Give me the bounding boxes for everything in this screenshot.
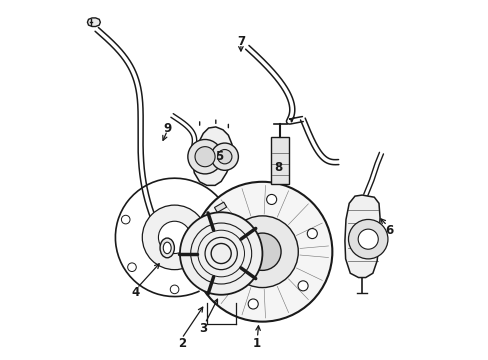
Bar (224, 244, 235, 252)
Circle shape (158, 221, 190, 253)
Circle shape (244, 233, 281, 270)
Circle shape (226, 216, 298, 288)
Polygon shape (344, 195, 379, 278)
Circle shape (306, 229, 317, 239)
Polygon shape (87, 18, 100, 27)
Text: 4: 4 (131, 287, 139, 300)
Circle shape (121, 215, 130, 224)
Text: 9: 9 (163, 122, 171, 135)
Circle shape (142, 205, 206, 270)
Circle shape (195, 147, 215, 167)
Circle shape (248, 299, 258, 309)
Circle shape (211, 143, 238, 170)
Ellipse shape (160, 238, 174, 258)
Ellipse shape (163, 242, 171, 254)
Text: 3: 3 (199, 322, 207, 335)
Text: 1: 1 (252, 337, 261, 350)
Circle shape (217, 149, 231, 164)
Circle shape (266, 194, 276, 204)
Circle shape (216, 213, 226, 222)
Circle shape (357, 229, 378, 249)
Circle shape (187, 139, 222, 174)
Polygon shape (192, 127, 233, 185)
Circle shape (192, 182, 332, 321)
Bar (271, 137, 289, 184)
Text: 8: 8 (274, 161, 282, 174)
Circle shape (207, 265, 217, 275)
Circle shape (127, 263, 136, 271)
Text: 5: 5 (215, 150, 223, 163)
Circle shape (170, 285, 179, 294)
Text: 2: 2 (177, 337, 185, 350)
Text: 7: 7 (236, 35, 244, 49)
Bar (214, 202, 226, 212)
Circle shape (348, 220, 387, 259)
Circle shape (180, 212, 262, 295)
Text: 6: 6 (385, 224, 393, 237)
Circle shape (298, 281, 307, 291)
